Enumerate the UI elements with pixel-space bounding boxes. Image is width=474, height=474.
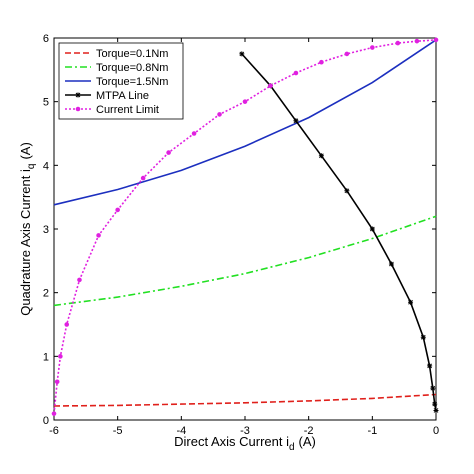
legend-label: Current Limit [96,104,159,116]
series-current-limit [51,37,439,416]
legend-item-torque-1-5nm: Torque=1.5Nm [65,76,168,88]
data-point [166,150,171,155]
x-axis-label-main: Direct Axis Current i [174,434,289,449]
data-point [388,261,394,267]
data-point [115,207,120,213]
series-torque-0-1nm [53,393,437,407]
x-tick-label: 0 [433,425,439,437]
data-point [96,233,101,238]
legend-label: Torque=0.8Nm [96,62,168,74]
data-point [432,401,438,407]
data-point [318,153,324,159]
data-point [293,70,299,76]
ticks: -6 -5 -4 -3 -2 -1 0 0 1 2 3 4 5 6 [43,33,439,437]
y-axis-label: Quadrature Axis Current iq (A) [18,142,37,316]
data-point [420,334,426,340]
data-point [433,407,439,413]
data-point [369,226,375,232]
series-line-torque-1-5nm [53,39,437,206]
y-tick-label: 0 [43,415,49,427]
x-tick-label: -5 [113,425,123,437]
y-axis-label-main: Quadrature Axis Current i [18,169,33,316]
legend-label: MTPA Line [96,90,149,102]
legend-label: Torque=0.1Nm [96,48,168,60]
data-point [344,188,350,194]
data-point [242,99,248,104]
series-layer [51,37,439,416]
x-axis-label-sub: d [289,442,295,453]
legend-item-torque-0-8nm: Torque=0.8Nm [65,62,168,74]
legend-marker [75,106,81,112]
x-tick-label: -2 [304,425,314,437]
y-tick-label: 6 [43,33,49,45]
x-tick-label: -3 [240,425,250,437]
series-mtpa-line [239,51,439,413]
y-tick-label: 4 [43,160,49,172]
y-tick-label: 3 [43,224,49,236]
y-axis-label-unit: (A) [18,142,33,159]
x-axis-label: Direct Axis Current id (A) [174,434,316,453]
y-axis-label-sub: q [26,164,37,170]
data-point [344,51,350,57]
data-point [293,118,299,124]
x-tick-label: -6 [49,425,59,437]
data-point [51,411,57,416]
data-point [430,385,436,391]
data-point [408,299,414,305]
data-point [64,322,70,327]
data-point [54,379,60,385]
x-tick-label: -4 [176,425,186,437]
data-point [191,131,197,136]
series-line-current-limit [53,39,437,414]
data-point [370,45,375,50]
data-point [77,277,82,283]
legend: Torque=0.1Nm Torque=0.8Nm Torque=1.5Nm MTPA… [58,42,184,120]
series-line-torque-0-8nm [53,215,437,307]
x-tick-label: -1 [367,425,377,437]
legend-item-torque-0-1nm: Torque=0.1Nm [65,48,168,60]
data-point [427,363,433,369]
data-point [268,83,273,89]
legend-item-mtpa-line: MTPA Line [65,90,149,102]
data-point [58,354,63,359]
series-torque-0-8nm [53,215,437,307]
data-point [319,59,324,65]
y-tick-label: 5 [43,97,49,109]
series-torque-1-5nm [53,39,437,206]
legend-item-current-limit: Current Limit [65,104,159,116]
y-tick-label: 2 [43,288,49,300]
y-tick-label: 1 [43,351,49,363]
data-point [140,175,146,181]
x-axis-label-unit: (A) [299,434,316,449]
data-point [217,112,222,117]
data-point [239,51,245,57]
legend-marker [75,92,81,98]
series-line-torque-0-1nm [53,393,437,407]
legend-label: Torque=1.5Nm [96,76,168,88]
data-point [414,38,420,44]
data-point [395,40,401,46]
data-point [433,37,439,43]
